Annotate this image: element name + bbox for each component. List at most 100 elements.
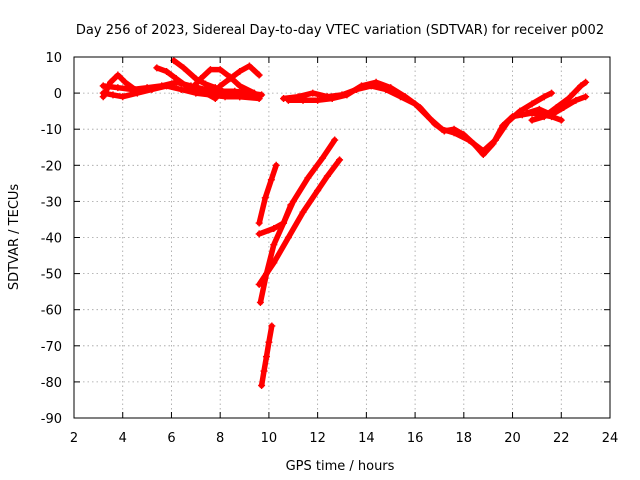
data-point <box>262 353 270 361</box>
x-tick-label: 8 <box>216 431 224 446</box>
series-line <box>256 162 279 226</box>
series-steep-arc-a <box>255 161 280 227</box>
data-point <box>304 174 312 182</box>
y-tick-label: 0 <box>54 87 62 102</box>
data-point <box>223 89 231 97</box>
data-point <box>396 93 404 101</box>
data-point <box>114 71 122 79</box>
data-point <box>206 66 214 74</box>
data-point <box>582 93 590 101</box>
data-point <box>256 298 264 306</box>
data-point <box>299 208 307 216</box>
data-point <box>114 84 122 92</box>
y-tick-label: -40 <box>41 232 62 247</box>
x-tick-label: 20 <box>504 431 521 446</box>
x-tick-label: 16 <box>407 431 424 446</box>
x-tick-label: 18 <box>456 431 473 446</box>
data-point <box>540 113 548 121</box>
data-point <box>287 201 295 209</box>
data-point <box>528 100 536 108</box>
grid <box>74 57 610 418</box>
data-point <box>280 95 288 103</box>
series-steep-arc-d <box>255 201 295 238</box>
data-point <box>323 172 331 180</box>
plot-series <box>99 57 590 390</box>
data-point <box>548 89 556 97</box>
data-point <box>314 187 322 195</box>
y-axis-ticks: -90 -80 -70 -60 -50 -40 -30 -20 -10 0 10 <box>41 51 610 427</box>
data-point <box>382 85 390 93</box>
data-point <box>314 96 322 104</box>
data-point <box>211 95 219 103</box>
data-point <box>479 147 487 155</box>
y-tick-label: -70 <box>41 340 62 355</box>
data-point <box>197 75 205 83</box>
data-point <box>516 107 524 115</box>
data-point <box>236 82 244 90</box>
data-point <box>465 136 473 144</box>
data-point <box>426 114 434 122</box>
data-point <box>528 116 536 124</box>
series-arc-7h-peak <box>187 66 258 97</box>
data-point <box>255 280 263 288</box>
y-tick-label: -90 <box>41 412 62 427</box>
data-point <box>99 82 107 90</box>
data-point <box>438 125 446 133</box>
x-tick-label: 6 <box>167 431 175 446</box>
data-point <box>158 82 166 90</box>
x-tick-label: 14 <box>358 431 375 446</box>
data-point <box>202 89 210 97</box>
data-point <box>552 104 560 112</box>
data-point <box>216 82 224 90</box>
data-point <box>211 84 219 92</box>
series-arc-morning-upper <box>99 71 139 101</box>
data-point <box>294 93 302 101</box>
data-point <box>289 197 297 205</box>
data-point <box>535 105 543 113</box>
data-point <box>338 91 346 99</box>
x-axis-label: GPS time / hours <box>286 459 395 474</box>
data-point <box>265 338 273 346</box>
data-point <box>353 85 361 93</box>
data-point <box>523 109 531 117</box>
data-point <box>411 100 419 108</box>
data-point <box>245 62 253 70</box>
y-tick-label: 10 <box>45 51 62 66</box>
y-tick-label: -60 <box>41 304 62 319</box>
series-arc-midday-upper <box>280 82 556 155</box>
data-point <box>216 66 224 74</box>
data-point <box>319 154 327 162</box>
data-point <box>323 93 331 101</box>
data-point <box>109 91 117 99</box>
data-point <box>182 82 190 90</box>
data-point <box>582 78 590 86</box>
x-tick-label: 2 <box>70 431 78 446</box>
data-point <box>504 118 512 126</box>
data-point <box>236 67 244 75</box>
data-point <box>202 80 210 88</box>
data-point <box>309 89 317 97</box>
data-point <box>331 136 339 144</box>
series-line <box>256 202 294 237</box>
data-point <box>131 85 139 93</box>
y-tick-label: -20 <box>41 159 62 174</box>
data-point <box>99 93 107 101</box>
data-point <box>163 67 171 75</box>
data-point <box>270 241 278 249</box>
data-point <box>107 78 115 86</box>
data-point <box>557 116 565 124</box>
series-arc-8h-rise <box>216 62 263 90</box>
data-point <box>255 219 263 227</box>
data-point <box>143 84 151 92</box>
data-point <box>255 71 263 79</box>
series-arc-5h-rise <box>153 64 219 103</box>
y-tick-label: -10 <box>41 123 62 138</box>
x-tick-label: 24 <box>602 431 619 446</box>
x-axis-ticks: 2 4 6 8 10 12 14 16 18 20 22 24 <box>70 57 618 446</box>
data-point <box>187 85 195 93</box>
data-point <box>121 78 129 86</box>
y-tick-label: -30 <box>41 195 62 210</box>
data-point <box>577 82 585 90</box>
chart-title: Day 256 of 2023, Sidereal Day-to-day VTE… <box>76 23 604 38</box>
data-point <box>172 75 180 83</box>
